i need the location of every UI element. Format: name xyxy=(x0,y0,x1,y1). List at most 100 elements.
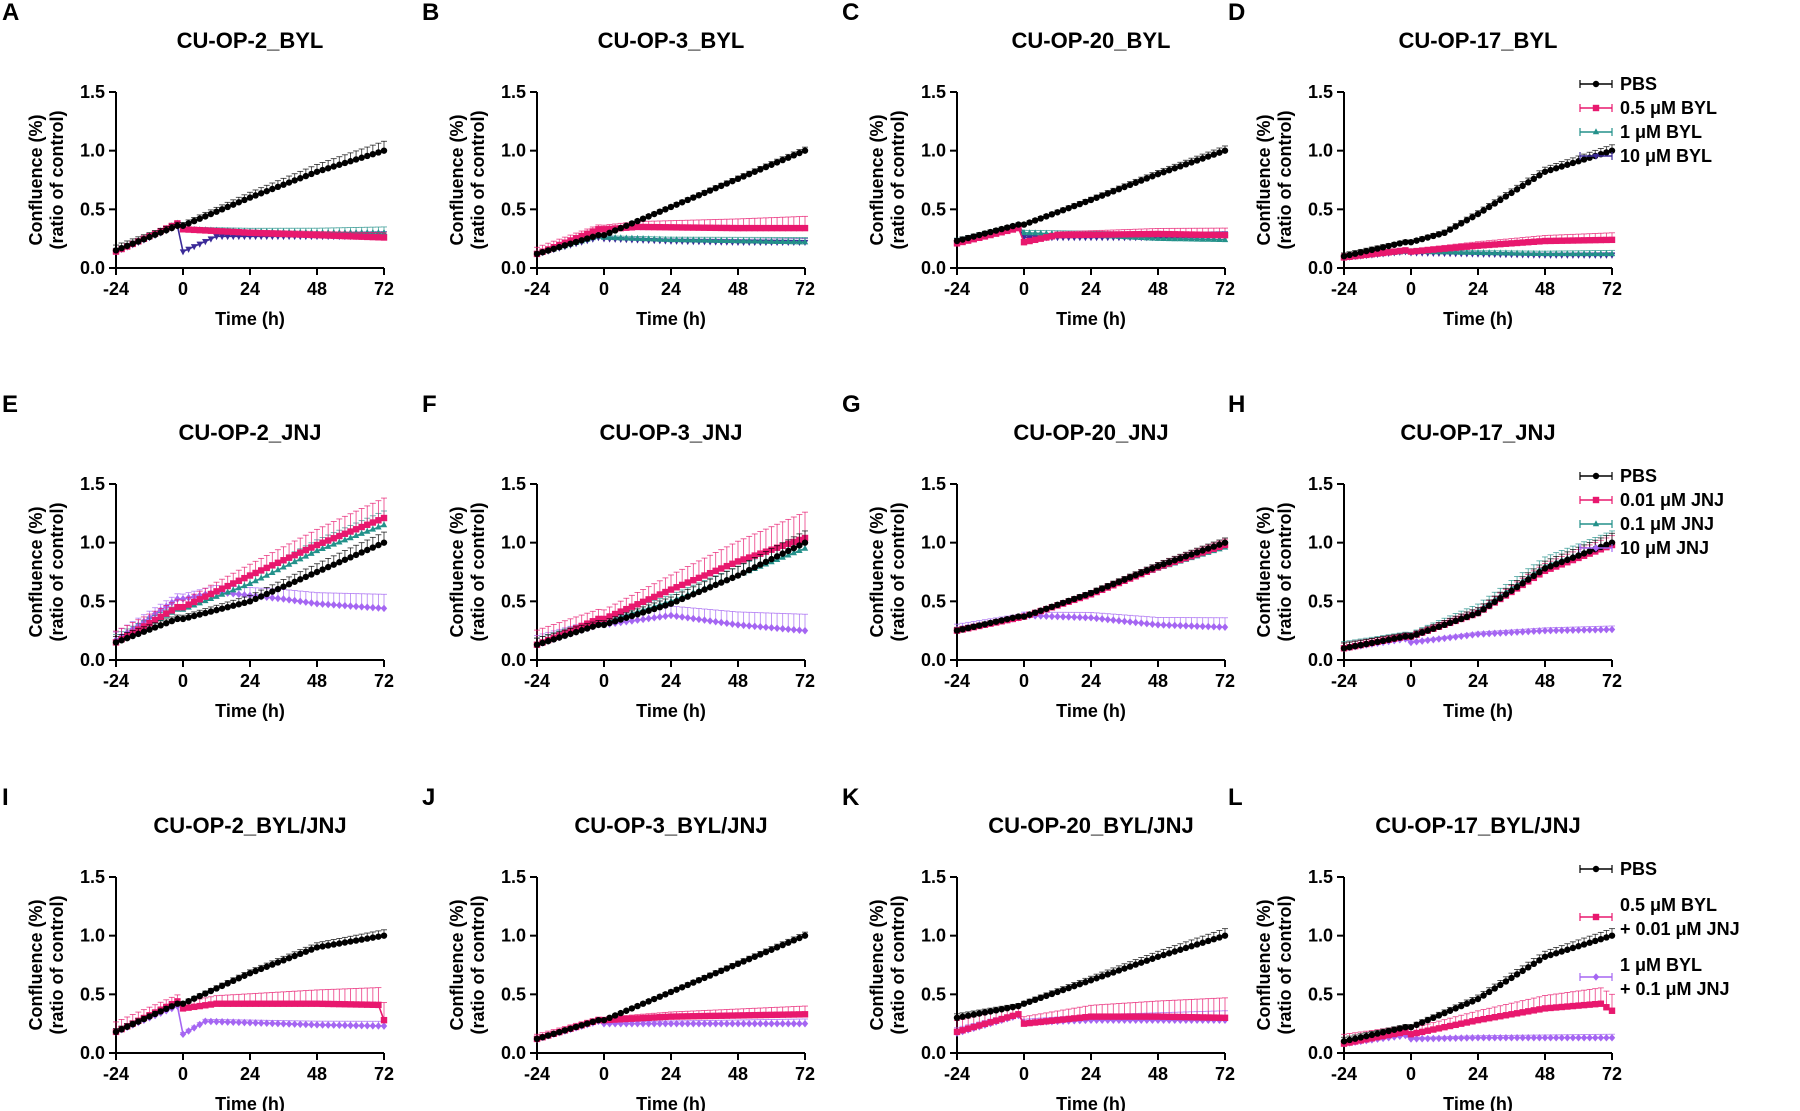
data-point xyxy=(595,621,602,628)
x-tick-label: 0 xyxy=(1406,671,1416,691)
data-point xyxy=(667,600,675,607)
data-point xyxy=(1076,200,1084,208)
data-point xyxy=(269,562,276,569)
y-axis-label-line: Confluence (%) xyxy=(867,114,887,245)
x-tick-label: 0 xyxy=(178,279,188,299)
data-point xyxy=(1452,223,1459,230)
data-point xyxy=(190,612,198,620)
data-point xyxy=(634,223,641,231)
data-point xyxy=(656,604,664,611)
data-point xyxy=(151,624,159,631)
data-point xyxy=(678,581,686,589)
data-point xyxy=(678,595,686,603)
data-point xyxy=(157,229,164,236)
data-point xyxy=(1485,249,1493,256)
data-point xyxy=(1177,231,1184,238)
data-point xyxy=(684,224,691,231)
data-point xyxy=(1586,237,1593,244)
data-point xyxy=(179,249,187,256)
data-point xyxy=(1446,244,1454,252)
data-point xyxy=(1536,238,1543,245)
data-point xyxy=(1357,641,1364,649)
data-point xyxy=(1177,621,1184,630)
data-point xyxy=(274,594,282,603)
data-point xyxy=(218,605,226,612)
data-point xyxy=(1525,627,1532,636)
data-point xyxy=(202,597,209,604)
data-point xyxy=(347,534,354,541)
data-point xyxy=(768,224,775,232)
data-point xyxy=(757,622,764,631)
data-point xyxy=(135,238,142,245)
y-tick-label: 1.5 xyxy=(921,82,946,102)
data-point xyxy=(274,230,282,237)
y-axis-label-line: Confluence (%) xyxy=(867,506,887,637)
data-point xyxy=(734,558,742,565)
data-point xyxy=(651,605,658,613)
data-point xyxy=(987,228,994,236)
data-point xyxy=(790,549,798,556)
data-point xyxy=(118,637,125,644)
data-point xyxy=(1171,231,1178,238)
data-point xyxy=(280,557,287,564)
data-point xyxy=(1402,247,1409,254)
data-point xyxy=(308,571,315,578)
data-point xyxy=(801,544,809,551)
legend-marker xyxy=(1592,153,1600,160)
data-point xyxy=(1513,628,1521,636)
data-point xyxy=(246,579,254,586)
data-point xyxy=(556,634,563,641)
data-point xyxy=(623,234,630,241)
data-point xyxy=(1126,181,1134,189)
data-point xyxy=(992,618,1000,625)
data-point xyxy=(319,539,326,546)
y-axis-label: Confluence (%)(ratio of control) xyxy=(26,111,67,250)
data-point xyxy=(589,233,597,241)
data-point xyxy=(662,588,669,596)
data-point xyxy=(1216,235,1223,242)
data-point xyxy=(230,586,237,593)
y-axis-label-line: (ratio of control) xyxy=(47,503,67,642)
data-point xyxy=(151,231,159,238)
y-tick-label: 1.0 xyxy=(501,533,526,553)
data-point xyxy=(757,224,764,232)
data-point xyxy=(302,231,310,238)
data-point xyxy=(1098,585,1106,592)
y-axis-label-line: (ratio of control) xyxy=(888,503,908,642)
data-point xyxy=(174,615,181,623)
data-point xyxy=(1497,196,1504,204)
data-point xyxy=(751,168,758,175)
data-point xyxy=(1093,587,1100,595)
data-point xyxy=(634,217,641,225)
data-point xyxy=(1048,603,1056,611)
data-point xyxy=(1004,224,1011,231)
x-axis-label: Time (h) xyxy=(215,701,285,721)
data-point xyxy=(263,564,270,572)
data-point xyxy=(701,224,708,231)
data-point xyxy=(740,556,747,563)
x-tick-label: 72 xyxy=(374,279,394,299)
series-pbs xyxy=(533,146,809,258)
y-tick-label: 1.5 xyxy=(80,474,105,494)
data-point xyxy=(611,618,619,625)
data-point xyxy=(1385,249,1392,256)
x-tick-label: 24 xyxy=(1081,279,1101,299)
data-point xyxy=(695,574,703,582)
data-point xyxy=(544,637,552,645)
data-point xyxy=(1115,578,1123,586)
data-point xyxy=(773,159,781,166)
data-point xyxy=(168,607,176,614)
data-point xyxy=(684,579,691,586)
data-point xyxy=(1188,551,1195,558)
data-point xyxy=(1547,166,1554,174)
data-point xyxy=(375,234,382,241)
data-point xyxy=(330,540,337,547)
x-tick-label: 72 xyxy=(374,671,394,691)
data-point xyxy=(785,551,792,558)
data-point xyxy=(336,532,343,540)
data-point xyxy=(662,235,669,242)
data-point xyxy=(1564,250,1571,257)
data-point xyxy=(1182,553,1190,560)
data-point xyxy=(673,584,680,591)
data-point xyxy=(1374,245,1381,252)
